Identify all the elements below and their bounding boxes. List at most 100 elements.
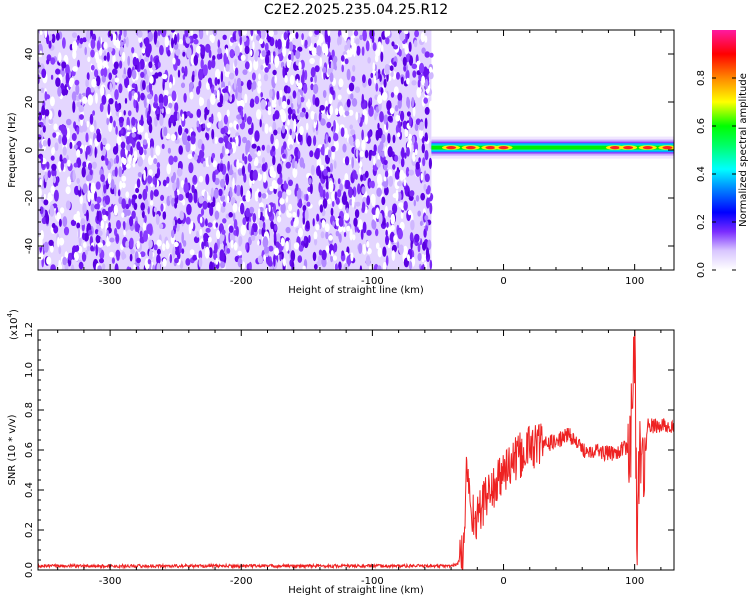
noise-speckle bbox=[45, 94, 51, 100]
noise-speckle bbox=[297, 255, 303, 263]
noise-speckle bbox=[125, 203, 130, 210]
noise-speckle bbox=[345, 179, 351, 190]
noise-speckle bbox=[120, 141, 126, 150]
noise-speckle bbox=[76, 127, 80, 135]
noise-speckle bbox=[339, 35, 342, 45]
noise-speckle bbox=[305, 101, 312, 108]
noise-speckle bbox=[234, 58, 238, 68]
signal-peak bbox=[623, 146, 634, 150]
noise-speckle bbox=[290, 51, 294, 62]
noise-speckle bbox=[208, 247, 213, 259]
noise-speckle bbox=[282, 46, 287, 57]
noise-speckle bbox=[259, 119, 262, 128]
noise-speckle bbox=[97, 242, 104, 248]
noise-speckle bbox=[174, 219, 178, 225]
noise-speckle bbox=[361, 129, 364, 141]
noise-speckle bbox=[396, 132, 401, 138]
noise-speckle bbox=[172, 181, 177, 192]
noise-speckle bbox=[331, 150, 335, 161]
noise-speckle bbox=[214, 210, 220, 220]
noise-speckle bbox=[81, 166, 86, 178]
noise-speckle bbox=[279, 198, 285, 205]
noise-speckle bbox=[146, 223, 152, 235]
noise-speckle bbox=[123, 110, 126, 116]
noise-speckle bbox=[297, 150, 301, 160]
noise-speckle bbox=[150, 54, 153, 64]
noise-speckle bbox=[376, 187, 382, 197]
noise-speckle bbox=[244, 113, 247, 123]
noise-speckle bbox=[85, 30, 91, 42]
noise-speckle bbox=[419, 220, 423, 226]
noise-speckle bbox=[246, 116, 252, 125]
noise-speckle bbox=[220, 70, 224, 83]
noise-speckle bbox=[90, 87, 95, 93]
noise-speckle bbox=[327, 171, 331, 177]
noise-speckle bbox=[386, 226, 392, 235]
noise-speckle bbox=[162, 179, 167, 187]
noise-speckle bbox=[424, 132, 428, 142]
noise-speckle bbox=[51, 168, 57, 177]
noise-speckle bbox=[193, 192, 198, 204]
noise-speckle bbox=[45, 213, 50, 225]
noise-speckle bbox=[122, 253, 127, 259]
noise-speckle bbox=[344, 156, 350, 166]
noise-speckle bbox=[277, 51, 284, 62]
noise-speckle bbox=[342, 143, 347, 153]
noise-speckle bbox=[82, 183, 88, 194]
noise-speckle bbox=[156, 162, 161, 169]
noise-speckle bbox=[141, 48, 146, 54]
noise-speckle bbox=[254, 95, 260, 105]
noise-speckle bbox=[285, 226, 291, 234]
noise-speckle bbox=[73, 214, 79, 222]
noise-speckle bbox=[309, 183, 313, 195]
noise-speckle bbox=[133, 98, 137, 109]
noise-speckle bbox=[326, 121, 332, 129]
noise-speckle bbox=[145, 185, 149, 193]
noise-speckle bbox=[244, 61, 250, 70]
noise-speckle bbox=[218, 188, 223, 197]
noise-speckle bbox=[381, 133, 386, 144]
snr-multiplier: (x104) bbox=[6, 309, 20, 340]
noise-speckle bbox=[412, 106, 416, 117]
noise-speckle bbox=[277, 127, 282, 135]
noise-speckle bbox=[154, 72, 159, 79]
noise-speckle bbox=[321, 219, 326, 228]
noise-speckle bbox=[148, 249, 153, 261]
noise-speckle bbox=[62, 146, 67, 156]
noise-speckle bbox=[206, 30, 209, 36]
noise-speckle bbox=[286, 57, 292, 69]
noise-speckle bbox=[137, 30, 143, 38]
noise-speckle bbox=[333, 120, 336, 132]
noise-speckle bbox=[329, 72, 334, 83]
noise-speckle bbox=[210, 187, 214, 198]
noise-speckle bbox=[361, 114, 365, 120]
noise-speckle bbox=[216, 229, 221, 240]
noise-speckle bbox=[263, 254, 266, 261]
noise-speckle bbox=[65, 186, 71, 195]
noise-speckle bbox=[375, 82, 379, 92]
noise-speckle bbox=[169, 114, 175, 124]
noise-speckle bbox=[121, 175, 127, 182]
noise-speckle bbox=[423, 66, 428, 78]
noise-speckle bbox=[338, 261, 342, 270]
noise-speckle bbox=[335, 217, 340, 227]
noise-speckle bbox=[306, 201, 311, 207]
noise-speckle bbox=[196, 108, 202, 118]
noise-speckle bbox=[196, 45, 202, 54]
noise-speckle bbox=[376, 159, 382, 168]
noise-speckle bbox=[268, 30, 274, 37]
noise-speckle bbox=[49, 204, 55, 217]
noise-speckle bbox=[95, 181, 101, 190]
noise-speckle bbox=[383, 159, 388, 166]
x-tick-label: -300 bbox=[99, 576, 122, 587]
noise-speckle bbox=[97, 230, 103, 237]
noise-speckle bbox=[323, 168, 328, 177]
noise-speckle bbox=[170, 133, 177, 142]
noise-speckle bbox=[264, 123, 269, 134]
noise-speckle bbox=[149, 138, 155, 150]
noise-speckle bbox=[233, 78, 237, 90]
snr-line-layer bbox=[38, 330, 674, 570]
noise-speckle bbox=[267, 109, 272, 116]
noise-speckle bbox=[121, 182, 126, 189]
noise-speckle bbox=[181, 232, 184, 244]
